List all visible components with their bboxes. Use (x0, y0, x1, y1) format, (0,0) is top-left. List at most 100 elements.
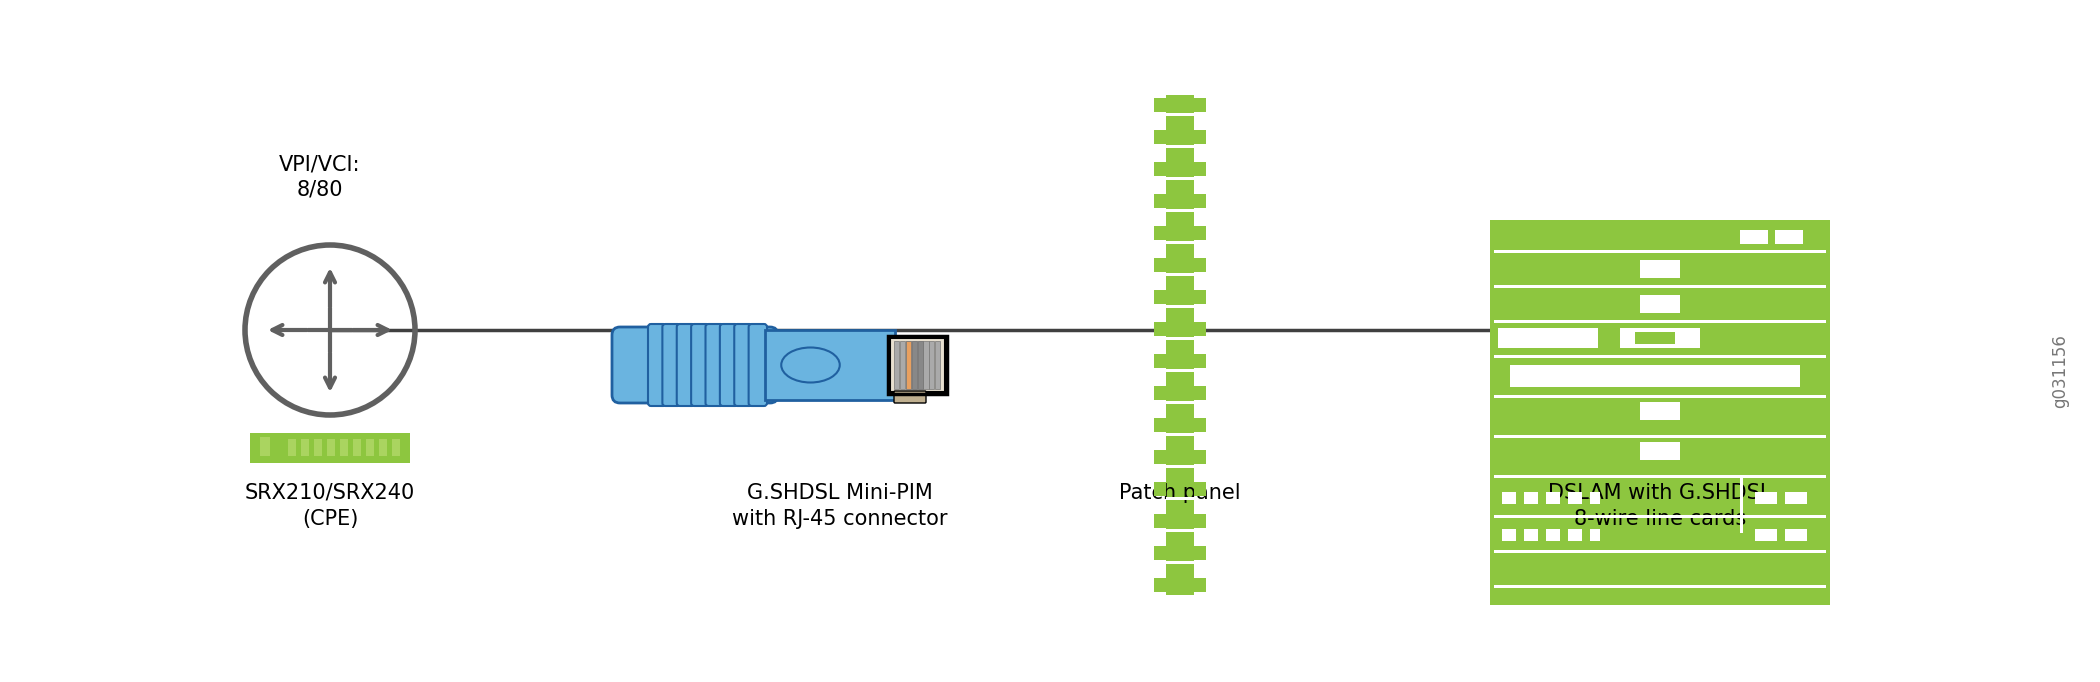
Bar (1756, 529, 1777, 541)
Bar (365, 439, 374, 456)
Bar (1493, 475, 1827, 478)
Bar (1166, 369, 1195, 372)
FancyBboxPatch shape (691, 324, 710, 406)
Bar (1640, 295, 1680, 313)
Bar (1166, 465, 1195, 468)
Bar (1619, 328, 1701, 348)
Bar (1155, 450, 1166, 464)
Bar (1493, 355, 1827, 358)
Bar (1502, 529, 1516, 541)
Bar (1155, 258, 1166, 272)
Bar (300, 439, 309, 456)
Bar (1166, 561, 1195, 564)
Bar (393, 439, 399, 456)
Bar (895, 341, 899, 389)
Bar (1155, 290, 1166, 304)
FancyBboxPatch shape (662, 324, 680, 406)
Bar (1155, 194, 1166, 208)
Bar (250, 433, 410, 463)
Bar (1493, 250, 1827, 253)
Bar (1195, 322, 1205, 336)
Text: DSLAM with G.SHDSL
8-wire line cards: DSLAM with G.SHDSL 8-wire line cards (1548, 483, 1772, 529)
Bar (911, 341, 918, 389)
Bar (1155, 578, 1166, 592)
Bar (1502, 492, 1516, 504)
Bar (1166, 273, 1195, 276)
Bar (1640, 402, 1680, 420)
Text: g031156: g031156 (2052, 334, 2068, 408)
Bar (1195, 354, 1205, 368)
Bar (1166, 305, 1195, 308)
Bar (1166, 337, 1195, 340)
Bar (1155, 514, 1166, 528)
Bar (1195, 514, 1205, 528)
Bar (1640, 260, 1680, 278)
Bar (901, 341, 905, 389)
Bar (1166, 401, 1195, 404)
Bar (1491, 220, 1829, 605)
Bar (905, 341, 911, 389)
Bar (924, 341, 928, 389)
Bar (764, 330, 895, 400)
Bar (1195, 450, 1205, 464)
Bar (1155, 354, 1166, 368)
Bar (1166, 95, 1195, 595)
Bar (1155, 162, 1166, 176)
Bar (1756, 492, 1777, 504)
Bar (328, 439, 336, 456)
Bar (905, 341, 911, 389)
Bar (1569, 492, 1581, 504)
Bar (1155, 482, 1166, 496)
Bar (1493, 550, 1827, 553)
Bar (1785, 492, 1806, 504)
Bar (1493, 395, 1827, 398)
Bar (1785, 529, 1806, 541)
FancyBboxPatch shape (676, 324, 695, 406)
Bar (888, 336, 947, 394)
Bar (1166, 177, 1195, 180)
Bar (1195, 98, 1205, 112)
Bar (378, 439, 386, 456)
Bar (1774, 230, 1804, 244)
Bar (1493, 515, 1827, 518)
Bar (1155, 322, 1166, 336)
FancyBboxPatch shape (611, 327, 777, 403)
Bar (1590, 492, 1600, 504)
Bar (1166, 209, 1195, 212)
Bar (315, 439, 321, 456)
Bar (1493, 435, 1827, 438)
Bar (928, 341, 934, 389)
Bar (1493, 320, 1827, 323)
Bar (1155, 386, 1166, 400)
Bar (1510, 365, 1800, 387)
FancyBboxPatch shape (720, 324, 739, 406)
Bar (1155, 130, 1166, 144)
Bar (1166, 113, 1195, 116)
Bar (1195, 130, 1205, 144)
Bar (1166, 497, 1195, 500)
Bar (1525, 529, 1537, 541)
Bar (1195, 258, 1205, 272)
FancyBboxPatch shape (649, 324, 666, 406)
Bar (1155, 546, 1166, 560)
Bar (1741, 230, 1768, 244)
Text: G.SHDSL Mini-PIM
with RJ-45 connector: G.SHDSL Mini-PIM with RJ-45 connector (733, 483, 947, 529)
Bar (918, 341, 922, 389)
Bar (1166, 433, 1195, 436)
Text: VPI/VCI:
8/80: VPI/VCI: 8/80 (279, 155, 361, 200)
Bar (1195, 162, 1205, 176)
Bar (1590, 529, 1600, 541)
Bar (911, 341, 918, 389)
Bar (1195, 290, 1205, 304)
Bar (1497, 328, 1598, 348)
Bar (1195, 482, 1205, 496)
Bar (353, 439, 361, 456)
Bar (1195, 386, 1205, 400)
FancyBboxPatch shape (895, 391, 926, 403)
Bar (1155, 418, 1166, 432)
Bar (1195, 226, 1205, 240)
Bar (1195, 578, 1205, 592)
Bar (918, 341, 922, 389)
Bar (260, 437, 271, 456)
Bar (1493, 585, 1827, 588)
